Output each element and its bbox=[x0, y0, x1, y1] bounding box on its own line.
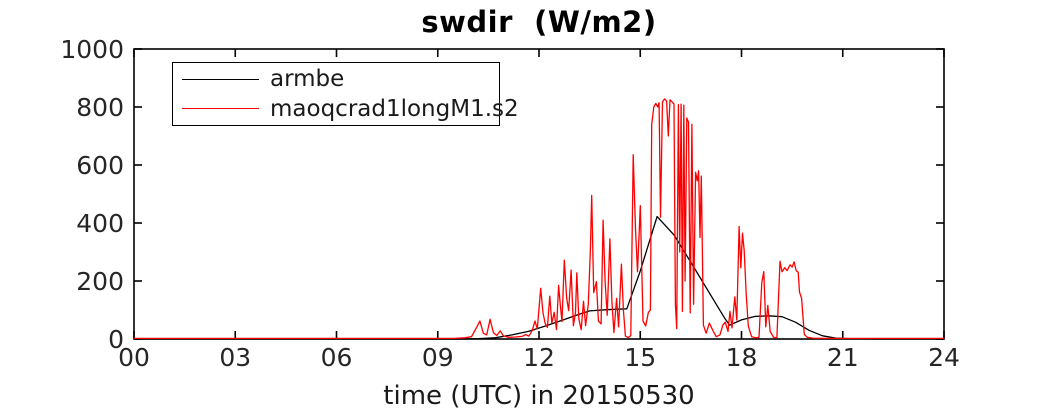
y-tick-label: 400 bbox=[76, 209, 124, 238]
x-tick-label: 12 bbox=[523, 343, 555, 372]
legend: armbe maoqcrad1longM1.s2 bbox=[172, 62, 519, 126]
y-tick-label: 800 bbox=[76, 93, 124, 122]
x-tick-label: 24 bbox=[928, 343, 960, 372]
legend-label-armbe: armbe bbox=[270, 66, 345, 93]
series-line-maoqcrad1longm1-s2 bbox=[133, 98, 945, 340]
legend-line-sample-maoqcrad1longm1-s2 bbox=[182, 108, 259, 110]
y-tick-label: 200 bbox=[76, 267, 124, 296]
x-tick-label: 09 bbox=[422, 343, 454, 372]
legend-item-maoqcrad1longm1-s2: maoqcrad1longM1.s2 bbox=[173, 96, 519, 122]
chart-title: swdir (W/m2) bbox=[421, 5, 657, 39]
x-tick-label: 00 bbox=[118, 343, 150, 372]
y-tick-label: 600 bbox=[76, 151, 124, 180]
series-line-armbe bbox=[133, 215, 945, 340]
x-tick-label: 15 bbox=[624, 343, 656, 372]
legend-line-sample-armbe bbox=[182, 78, 259, 80]
x-tick-label: 18 bbox=[726, 343, 758, 372]
legend-label-maoqcrad1longm1-s2: maoqcrad1longM1.s2 bbox=[270, 95, 519, 122]
x-tick-label: 03 bbox=[219, 343, 251, 372]
y-tick-label: 0 bbox=[108, 325, 124, 354]
x-tick-label: 21 bbox=[827, 343, 859, 372]
x-axis-label: time (UTC) in 20150530 bbox=[383, 381, 695, 411]
y-tick-label: 1000 bbox=[60, 35, 124, 64]
x-tick-label: 06 bbox=[321, 343, 353, 372]
legend-item-armbe: armbe bbox=[173, 66, 499, 92]
